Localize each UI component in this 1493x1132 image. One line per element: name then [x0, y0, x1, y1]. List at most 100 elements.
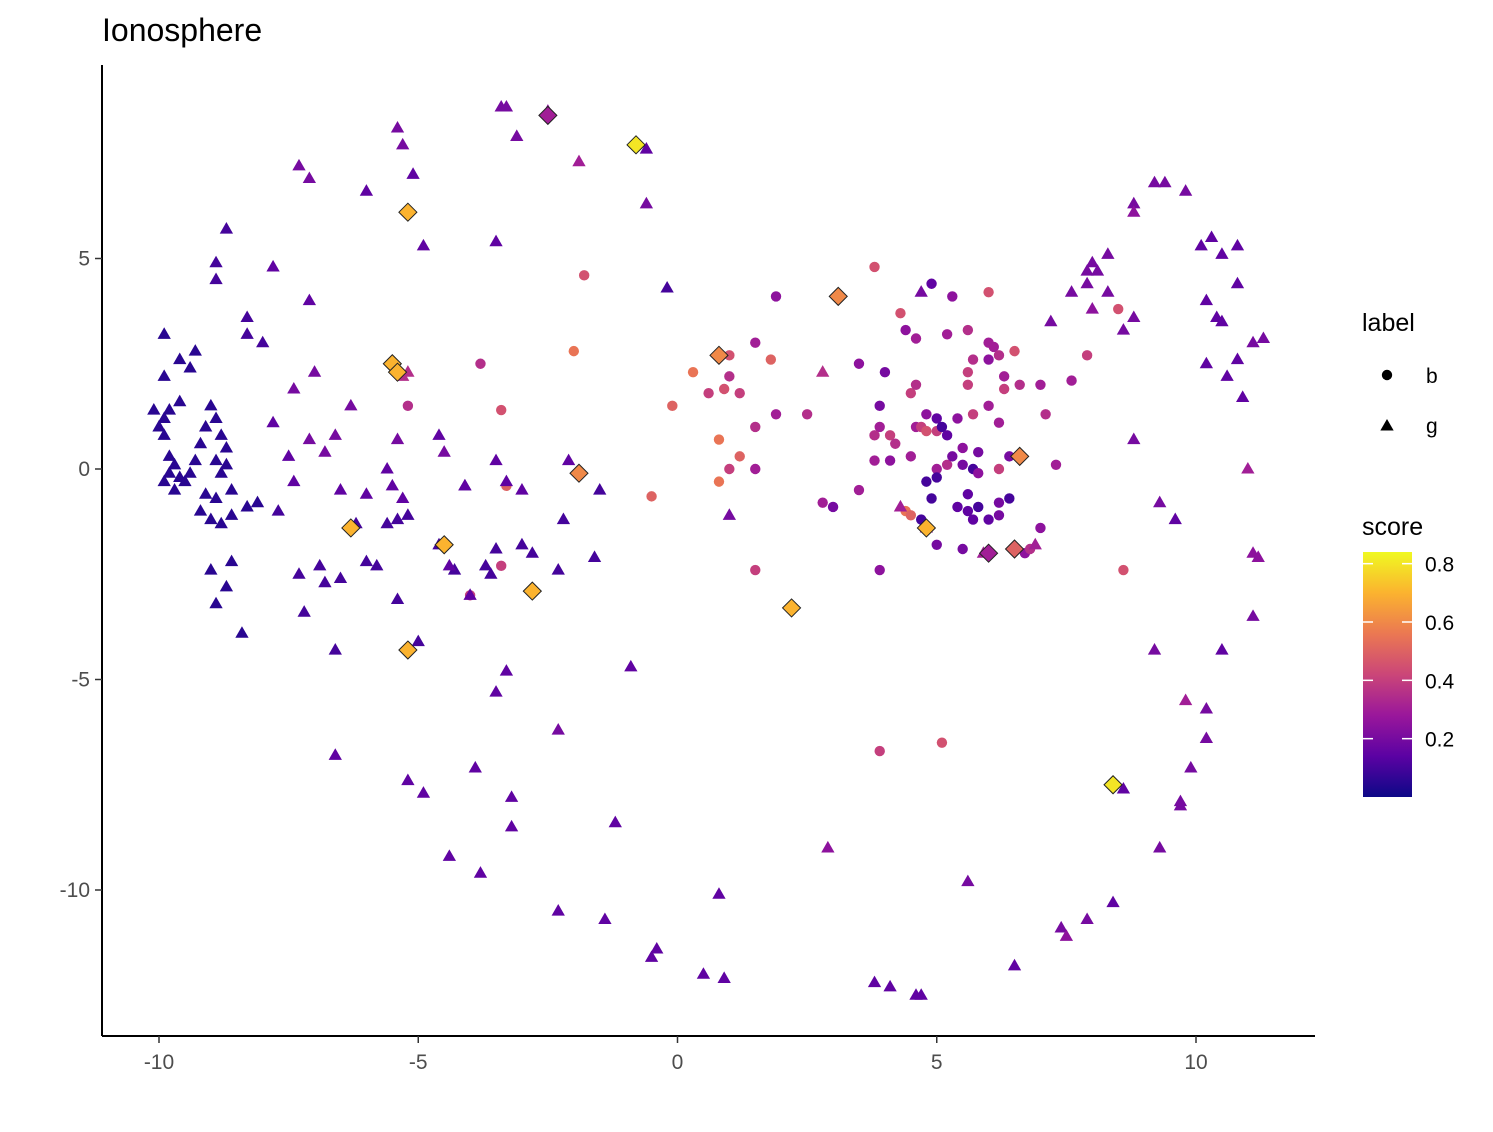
- highlight-diamond: [978, 543, 999, 563]
- point-triangle: [696, 967, 711, 979]
- point-circle: [936, 737, 948, 748]
- point-triangle: [416, 786, 431, 798]
- point-circle: [957, 543, 968, 555]
- point-triangle: [867, 975, 882, 988]
- point-triangle: [639, 196, 654, 209]
- point-triangle: [266, 415, 280, 428]
- point-triangle: [499, 99, 514, 112]
- point-triangle: [162, 403, 177, 415]
- point-triangle: [380, 462, 394, 474]
- point-triangle: [401, 508, 415, 520]
- point-triangle: [209, 272, 223, 285]
- x-tick-label: -5: [409, 1051, 428, 1074]
- point-triangle: [214, 428, 228, 440]
- point-triangle: [561, 453, 576, 466]
- point-circle: [687, 366, 699, 378]
- point-circle: [890, 438, 901, 449]
- highlight-diamond: [709, 345, 729, 366]
- point-triangle: [504, 819, 519, 832]
- point-circle: [1040, 409, 1051, 420]
- point-triangle: [1199, 701, 1214, 714]
- point-triangle: [1054, 920, 1068, 933]
- point-circle: [724, 350, 735, 361]
- point-triangle: [302, 432, 317, 445]
- point-triangle: [281, 449, 296, 461]
- point-triangle: [292, 158, 306, 171]
- point-circle: [750, 421, 761, 433]
- point-triangle: [598, 912, 612, 925]
- point-triangle: [1059, 929, 1074, 941]
- point-circle: [734, 451, 745, 462]
- point-circle: [765, 354, 777, 365]
- point-circle: [713, 476, 725, 487]
- point-circle: [402, 400, 414, 412]
- point-triangle: [204, 398, 218, 411]
- point-circle: [931, 539, 942, 550]
- point-circle: [983, 354, 994, 365]
- highlight-diamond: [522, 581, 543, 601]
- point-triangle: [214, 516, 228, 529]
- point-circle: [921, 476, 932, 487]
- highlight-diamond: [398, 640, 418, 660]
- point-triangle: [224, 554, 239, 567]
- point-triangle: [961, 874, 975, 887]
- point-circle: [993, 510, 1005, 521]
- point-triangle: [1173, 794, 1188, 807]
- point-circle: [998, 383, 1010, 395]
- point-circle: [568, 345, 579, 357]
- point-triangle: [396, 137, 410, 150]
- point-circle: [869, 430, 880, 441]
- point-triangle: [1007, 958, 1022, 971]
- point-triangle: [390, 120, 405, 133]
- point-circle: [869, 455, 880, 466]
- point-triangle: [1044, 314, 1058, 327]
- point-circle: [895, 308, 906, 319]
- point-triangle: [1199, 293, 1214, 306]
- point-triangle: [650, 941, 664, 954]
- point-circle: [993, 417, 1005, 428]
- point-triangle: [401, 773, 415, 786]
- point-circle: [884, 430, 896, 441]
- x-tick-label: 5: [931, 1051, 943, 1074]
- point-triangle: [551, 563, 565, 575]
- point-triangle: [1085, 255, 1099, 268]
- point-triangle: [608, 815, 622, 828]
- highlight-diamond: [569, 463, 589, 483]
- point-triangle: [1251, 550, 1265, 562]
- y-tick-label: -10: [60, 879, 90, 902]
- highlight-diamond: [341, 518, 361, 538]
- point-triangle: [816, 365, 830, 377]
- point-triangle: [1199, 356, 1214, 369]
- point-circle: [905, 388, 917, 399]
- point-circle: [993, 350, 1005, 361]
- point-triangle: [193, 436, 208, 449]
- point-triangle: [510, 129, 524, 141]
- point-triangle: [1230, 276, 1245, 289]
- point-triangle: [359, 184, 374, 196]
- point-triangle: [442, 849, 457, 861]
- point-triangle: [204, 512, 218, 525]
- highlight-diamond: [1004, 539, 1025, 559]
- point-circle: [724, 463, 735, 475]
- point-triangle: [162, 466, 177, 478]
- point-triangle: [821, 840, 835, 853]
- point-triangle: [489, 234, 503, 247]
- highlight-diamond: [626, 135, 646, 155]
- point-circle: [578, 270, 590, 281]
- point-triangle: [157, 474, 171, 487]
- point-triangle: [1127, 196, 1141, 209]
- point-circle: [718, 383, 730, 395]
- point-triangle: [722, 508, 736, 520]
- point-circle: [926, 278, 937, 289]
- highlight-diamond: [781, 598, 802, 618]
- point-triangle: [587, 550, 602, 562]
- point-triangle: [178, 474, 192, 487]
- point-triangle: [1236, 390, 1250, 402]
- point-circle: [667, 400, 678, 412]
- point-triangle: [1158, 175, 1172, 188]
- point-triangle: [1204, 230, 1219, 242]
- point-circle: [921, 409, 932, 420]
- point-triangle: [1246, 609, 1260, 621]
- point-triangle: [209, 596, 223, 609]
- point-circle: [817, 497, 828, 508]
